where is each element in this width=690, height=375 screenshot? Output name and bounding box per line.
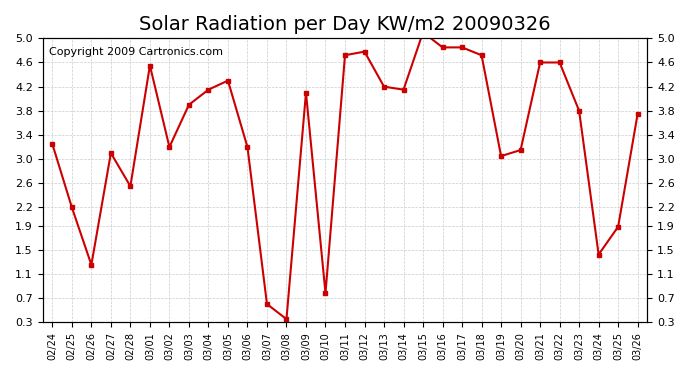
Title: Solar Radiation per Day KW/m2 20090326: Solar Radiation per Day KW/m2 20090326 bbox=[139, 15, 551, 34]
Text: Copyright 2009 Cartronics.com: Copyright 2009 Cartronics.com bbox=[49, 47, 223, 57]
